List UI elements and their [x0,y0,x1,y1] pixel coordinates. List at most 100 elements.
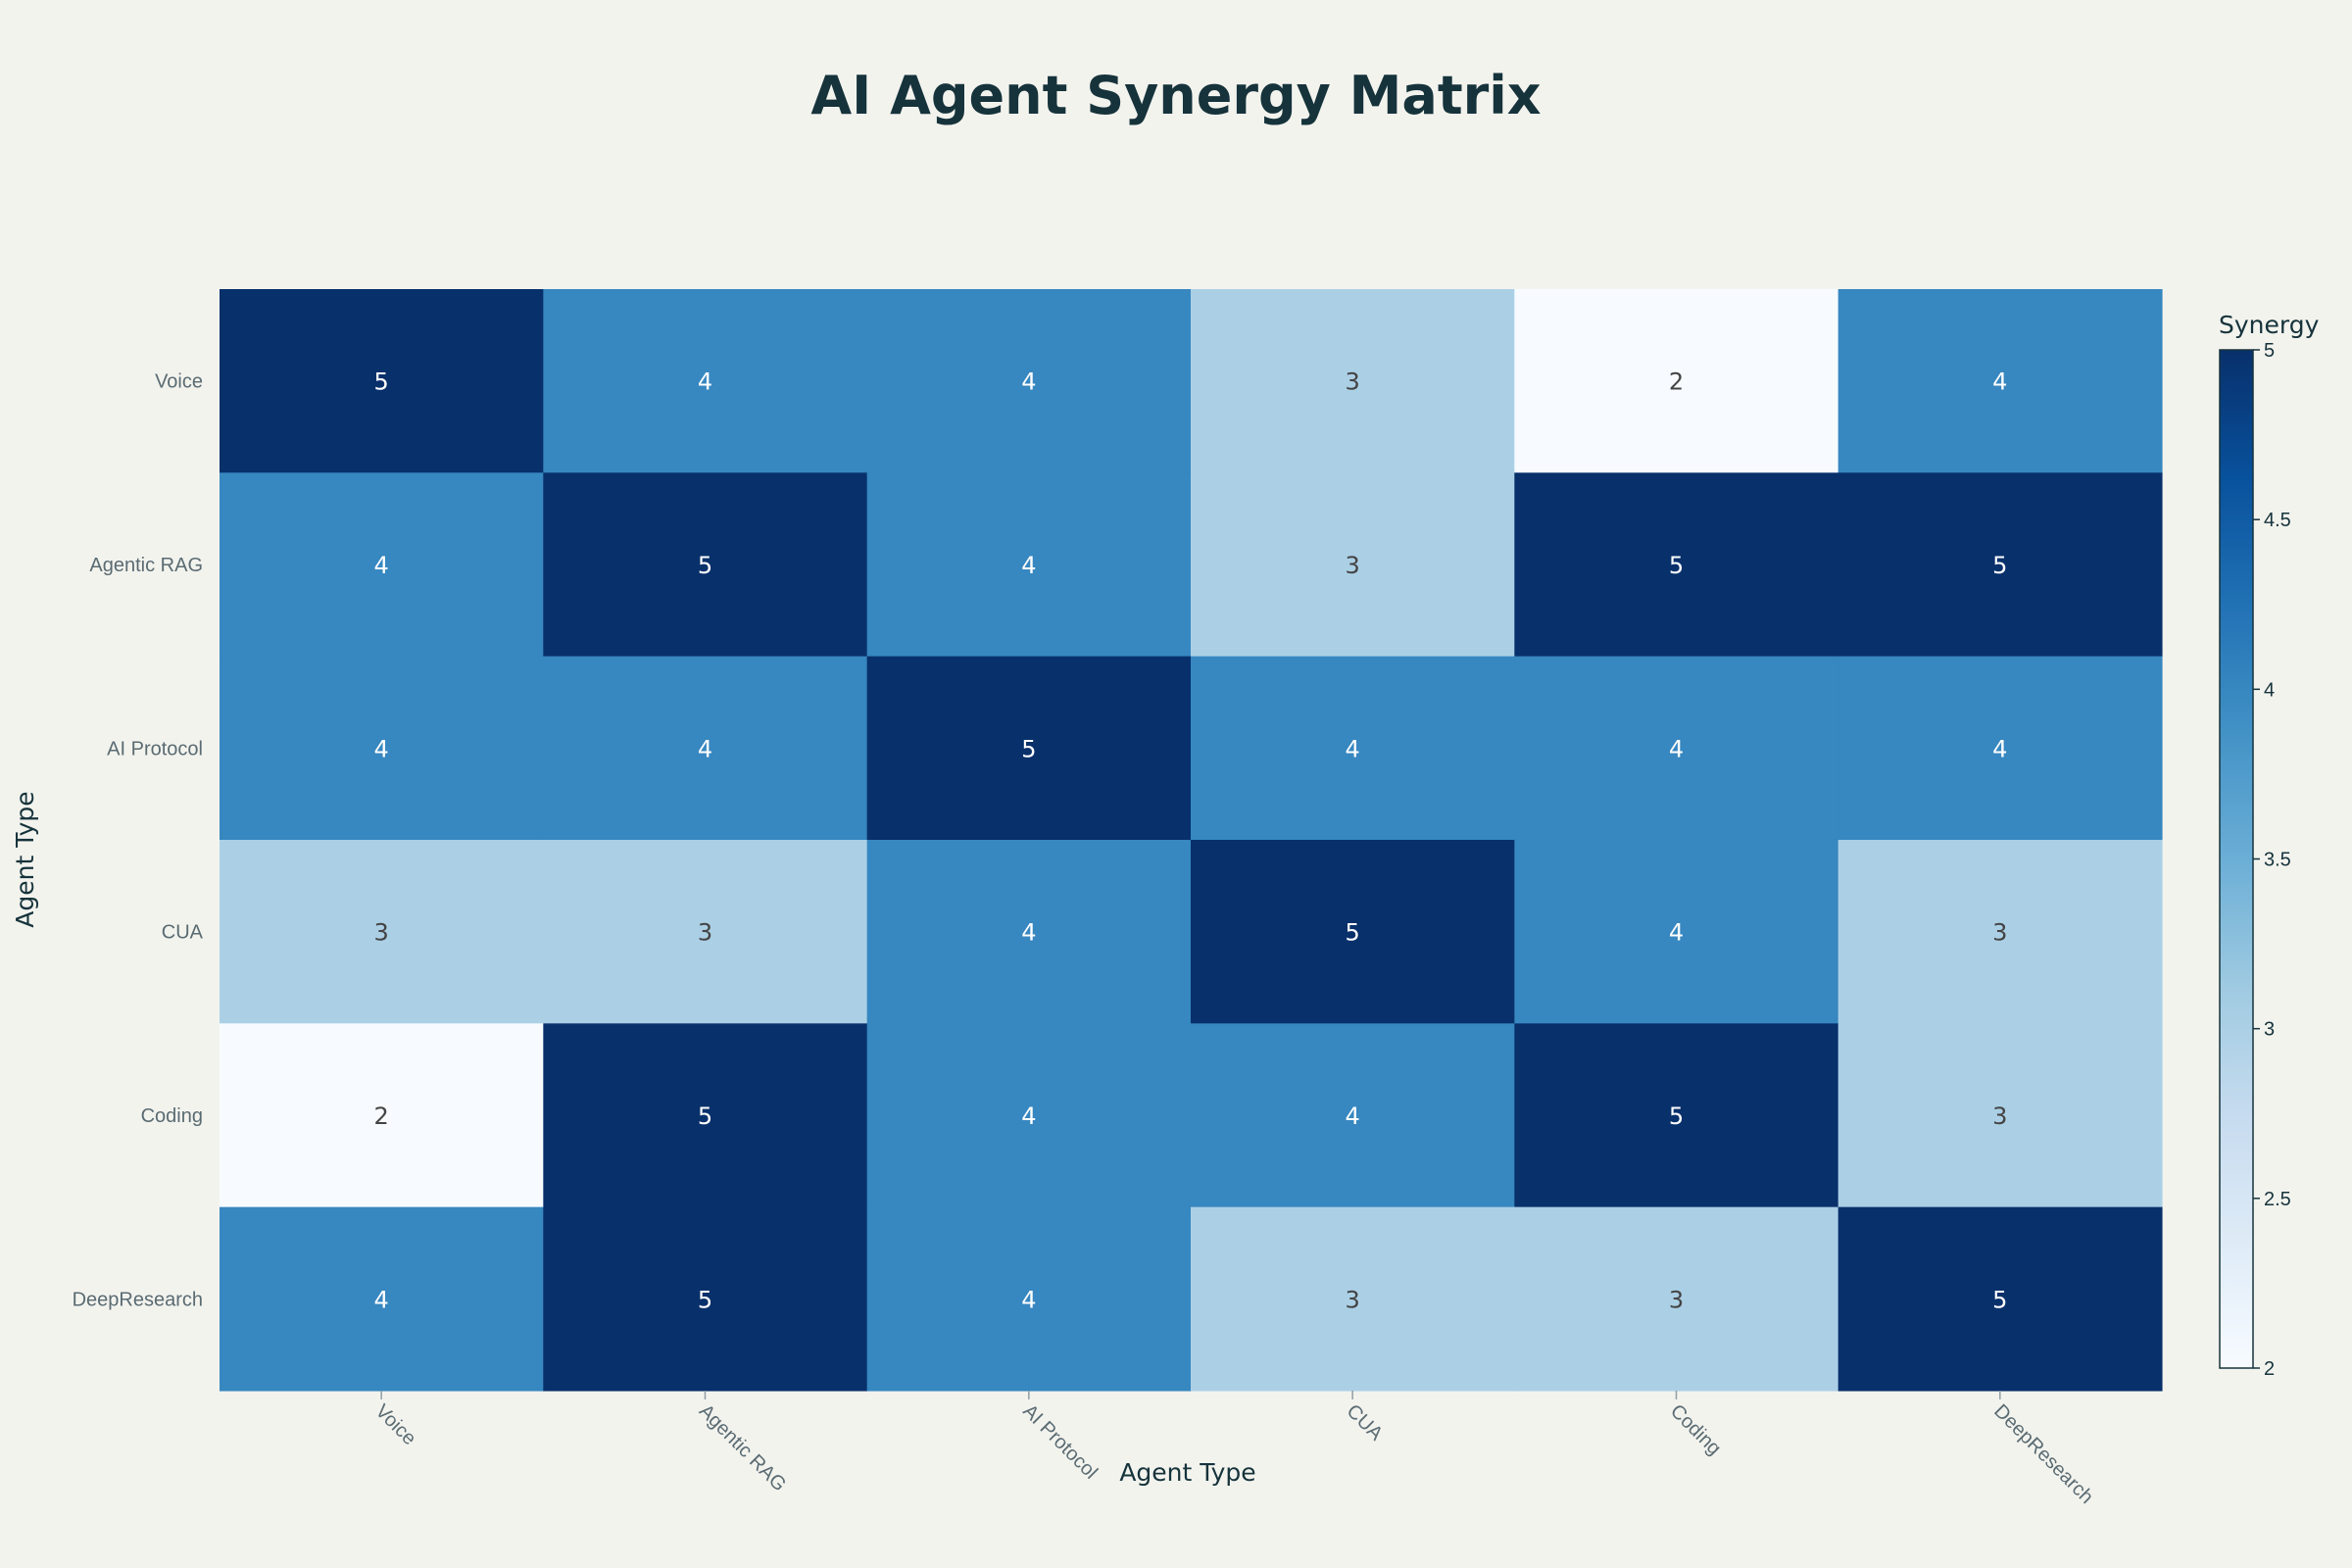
heatmap-cell [1514,289,1839,473]
cell-value-label: 3 [374,919,389,947]
cell-value-label: 4 [1021,919,1036,947]
chart-title: AI Agent Synergy Matrix [810,65,1541,126]
cell-value-label: 5 [1992,1286,2007,1313]
cell-value-label: 3 [1346,368,1360,396]
x-tick-label: AI Protocol [1018,1400,1102,1484]
heatmap-cell-labels: 5 4 4 3 2 4 4 5 4 3 5 5 4 4 5 4 4 4 3 3 4 5 4 3 2 5 4 4 5 3 4 5 4 3 3 5 [374,368,2008,1314]
heatmap-cell [1190,1023,1515,1208]
cell-value-label: 4 [1021,552,1036,579]
heatmap-cell [1838,472,2163,658]
cell-value-label: 5 [1669,552,1684,579]
cell-value-label: 3 [698,919,712,947]
cell-value-label: 4 [374,552,389,579]
y-axis-ticks: Voice Agentic RAG AI Protocol CUA Coding Deep… [73,371,204,1311]
cell-value-label: 5 [698,1286,712,1313]
heatmap-cell [1514,656,1839,841]
heatmap-cell [1190,1206,1515,1392]
cell-value-label: 5 [1346,919,1360,947]
heatmap-cell [866,472,1192,658]
heatmap-cell [220,839,544,1024]
cell-value-label: 4 [374,735,389,762]
colorbar-tick-label: 3 [2264,1019,2275,1041]
cell-value-label: 4 [698,368,712,396]
heatmap-cell [866,656,1192,841]
cell-value-label: 5 [698,552,712,579]
heatmap-cell [220,1023,544,1208]
heatmap-cell [866,839,1192,1024]
x-tick-label: DeepResearch [1989,1400,2097,1508]
y-tick-label: Voice [155,371,203,393]
heatmap-cell [1514,472,1839,658]
cell-value-label: 4 [698,735,712,762]
heatmap-cell [220,289,544,473]
cell-value-label: 4 [1992,368,2007,396]
heatmap-cell [1838,656,2163,841]
heatmap-cell [543,289,868,473]
heatmap-cell [1838,1206,2163,1392]
x-tick-label: Agentic RAG [695,1400,790,1495]
colorbar-tick-label: 5 [2264,340,2275,362]
cell-value-label: 5 [1021,735,1036,762]
heatmap-cell [1514,839,1839,1024]
heatmap-cell [220,472,544,658]
colorbar-tick-label: 2.5 [2264,1189,2291,1210]
y-tick-label: Agentic RAG [89,555,203,576]
cell-value-label: 4 [1992,735,2007,762]
heatmap-cell [1838,289,2163,473]
cell-value-label: 2 [374,1102,389,1130]
cell-value-label: 4 [1021,368,1036,396]
cell-value-label: 4 [1669,735,1684,762]
heatmap-cell [1190,656,1515,841]
y-tick-label: DeepResearch [73,1289,203,1310]
cell-value-label: 5 [698,1102,712,1130]
cell-value-label: 3 [1992,919,2007,947]
colorbar [2219,349,2254,1369]
cell-value-label: 5 [1992,552,2007,579]
heatmap-cell [543,1206,868,1392]
cell-value-label: 5 [374,368,389,396]
heatmap-cell [1838,839,2163,1024]
cell-value-label: 3 [1992,1102,2007,1130]
heatmap-cell [1190,289,1515,473]
cell-value-label: 2 [1669,368,1684,396]
x-axis-ticks: Voice Agentic RAG AI Protocol CUA Coding Deep… [371,1390,2097,1508]
colorbar-ticks: 2 2.5 3 3.5 4 4.5 5 [2253,340,2291,1380]
heatmap-cell [1514,1023,1839,1208]
heatmap-cell [543,472,868,658]
colorbar-tick-label: 4 [2264,679,2275,701]
x-tick-label: Voice [371,1400,420,1449]
cell-value-label: 3 [1346,1286,1360,1313]
cell-value-label: 4 [1346,1102,1360,1130]
heatmap-cell [543,839,868,1024]
y-tick-label: CUA [162,922,204,944]
colorbar-title: Synergy [2219,311,2320,339]
cell-value-label: 3 [1669,1286,1684,1313]
heatmap-cell [1514,1206,1839,1392]
y-axis-title: Agent Type [11,791,39,927]
y-tick-label: Coding [141,1105,203,1127]
cell-value-label: 4 [1021,1102,1036,1130]
colorbar-tick-label: 3.5 [2264,850,2291,871]
cell-value-label: 4 [1346,735,1360,762]
cell-value-label: 5 [1669,1102,1684,1130]
cell-value-label: 4 [1021,1286,1036,1313]
cell-value-label: 3 [1346,552,1360,579]
heatmap-cells [220,289,2163,1392]
colorbar-tick-label: 2 [2264,1358,2275,1380]
heatmap-cell [1190,472,1515,658]
heatmap-cell [1190,839,1515,1024]
heatmap-cell [866,289,1192,473]
heatmap-cell [866,1023,1192,1208]
heatmap-cell [543,1023,868,1208]
x-tick-label: Coding [1666,1400,1725,1459]
x-tick-label: CUA [1343,1400,1388,1446]
x-axis-title: Agent Type [1119,1458,1255,1487]
heatmap-cell [220,656,544,841]
heatmap-cell [866,1206,1192,1392]
heatmap-cell [1838,1023,2163,1208]
y-tick-label: AI Protocol [107,738,203,760]
heatmap-cell [220,1206,544,1392]
heatmap-cell [543,656,868,841]
